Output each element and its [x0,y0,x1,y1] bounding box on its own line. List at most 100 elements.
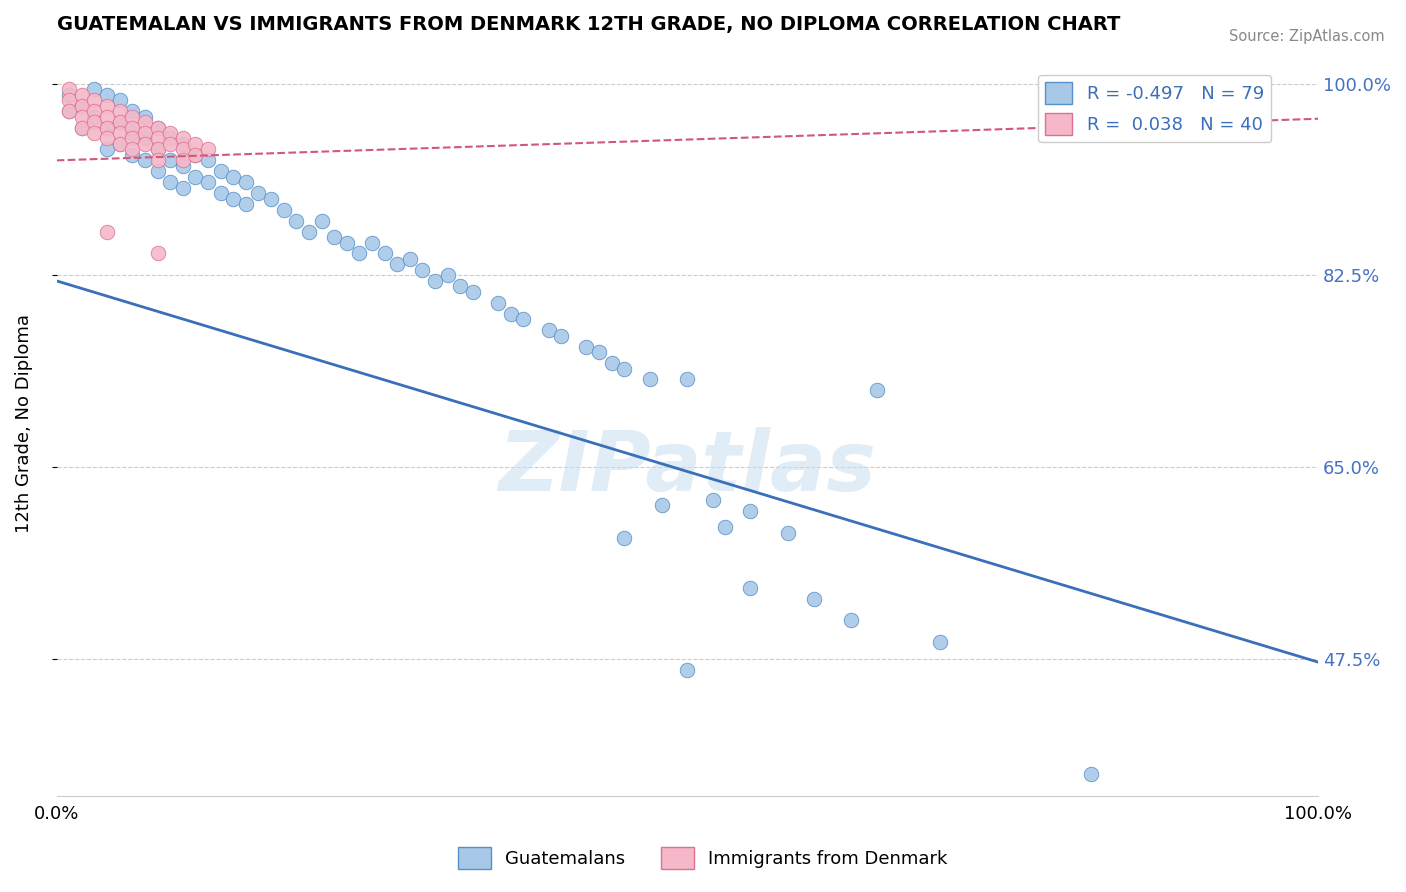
Point [235,197,257,211]
Point [108,126,131,140]
Point [184,148,207,162]
Point [83,110,105,124]
Point [374,246,396,260]
Point [247,186,270,201]
Point [550,328,572,343]
Point [260,192,283,206]
Point [70,87,93,102]
Point [159,175,181,189]
Point [121,104,143,119]
Point [58,93,80,107]
Point [96,131,118,145]
Point [146,143,169,157]
Point [108,115,131,129]
Point [209,186,232,201]
Legend: Guatemalans, Immigrants from Denmark: Guatemalans, Immigrants from Denmark [451,839,955,876]
Point [222,192,245,206]
Point [184,148,207,162]
Point [172,181,194,195]
Point [172,136,194,151]
Point [83,115,105,129]
Point [588,345,610,359]
Point [70,98,93,112]
Point [134,115,156,129]
Point [499,307,522,321]
Point [96,87,118,102]
Point [235,175,257,189]
Point [184,169,207,184]
Y-axis label: 12th Grade, No Diploma: 12th Grade, No Diploma [15,314,32,533]
Point [108,93,131,107]
Point [676,372,699,386]
Point [184,136,207,151]
Point [172,143,194,157]
Point [121,148,143,162]
Point [108,104,131,119]
Point [449,279,471,293]
Point [121,143,143,157]
Point [121,110,143,124]
Point [803,591,825,606]
Point [841,614,863,628]
Point [197,143,219,157]
Point [298,225,321,239]
Point [70,110,93,124]
Point [96,225,118,239]
Point [361,235,384,250]
Point [108,136,131,151]
Point [172,131,194,145]
Point [146,164,169,178]
Point [865,384,887,398]
Point [96,120,118,135]
Point [70,120,93,135]
Point [121,126,143,140]
Point [702,493,724,508]
Point [323,230,346,244]
Point [96,120,118,135]
Point [172,159,194,173]
Point [146,131,169,145]
Point [146,153,169,168]
Point [613,361,636,376]
Point [411,263,433,277]
Point [714,520,737,534]
Point [121,120,143,135]
Point [134,131,156,145]
Point [349,246,371,260]
Point [311,213,333,227]
Point [58,82,80,96]
Point [134,126,156,140]
Point [461,285,484,299]
Point [159,153,181,168]
Point [638,372,661,386]
Point [740,581,762,595]
Text: Source: ZipAtlas.com: Source: ZipAtlas.com [1229,29,1385,44]
Point [676,663,699,677]
Point [209,164,232,178]
Point [134,153,156,168]
Point [58,104,80,119]
Point [83,104,105,119]
Point [336,235,359,250]
Point [1080,767,1102,781]
Point [197,153,219,168]
Point [58,87,80,102]
Point [387,257,409,271]
Point [108,115,131,129]
Point [58,104,80,119]
Point [134,110,156,124]
Point [96,143,118,157]
Point [146,120,169,135]
Point [96,110,118,124]
Point [83,82,105,96]
Point [398,252,420,266]
Point [273,202,295,217]
Point [928,635,950,649]
Point [423,274,446,288]
Point [70,98,93,112]
Point [172,153,194,168]
Point [159,136,181,151]
Point [285,213,308,227]
Point [83,93,105,107]
Text: GUATEMALAN VS IMMIGRANTS FROM DENMARK 12TH GRADE, NO DIPLOMA CORRELATION CHART: GUATEMALAN VS IMMIGRANTS FROM DENMARK 12… [56,15,1121,34]
